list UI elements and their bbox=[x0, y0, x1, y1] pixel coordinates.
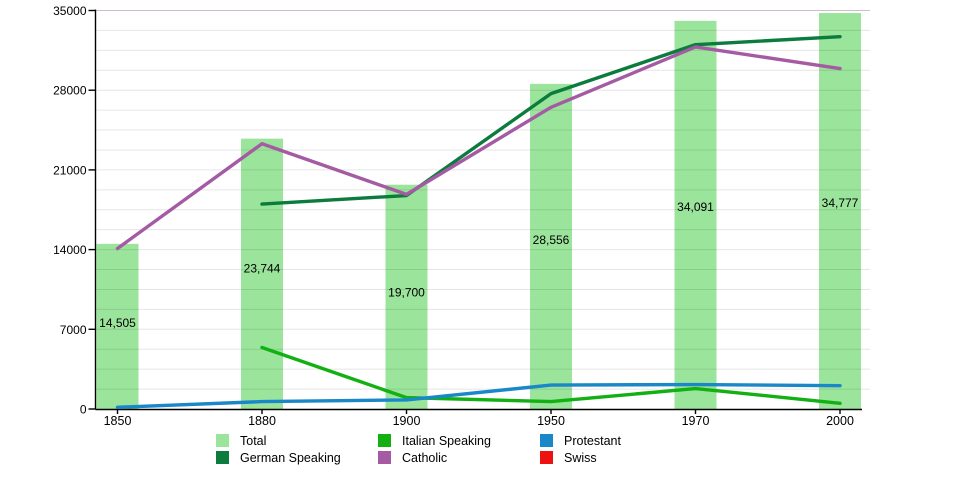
legend-label-protestant: Protestant bbox=[564, 434, 622, 448]
y-tick-label: 28000 bbox=[53, 84, 87, 98]
legend-label-italian-speaking: Italian Speaking bbox=[402, 434, 491, 448]
series-line-catholic bbox=[115, 45, 842, 251]
x-tick-label-1880: 1880 bbox=[248, 414, 276, 428]
bar-value-label-1900: 19,700 bbox=[388, 285, 425, 299]
total-bar-1970 bbox=[674, 20, 717, 410]
total-bar-1850 bbox=[96, 243, 139, 409]
legend-label-swiss: Swiss bbox=[564, 451, 597, 465]
x-tick-label-2000: 2000 bbox=[826, 414, 854, 428]
series-line-german-speaking bbox=[260, 34, 842, 206]
legend-label-catholic: Catholic bbox=[402, 451, 447, 465]
y-tick-label: 7000 bbox=[60, 323, 87, 337]
total-bar-1880 bbox=[241, 138, 283, 409]
series-line-protestant bbox=[115, 382, 842, 409]
y-tick-label: 35000 bbox=[53, 4, 87, 18]
y-tick-label: 21000 bbox=[53, 163, 87, 177]
bar-value-label-1970: 34,091 bbox=[677, 200, 714, 214]
total-bar-1900 bbox=[385, 184, 428, 409]
bar-value-label-1950: 28,556 bbox=[533, 233, 570, 247]
x-tick-label-1850: 1850 bbox=[104, 414, 132, 428]
legend-label-german-speaking: German Speaking bbox=[240, 451, 341, 465]
legend-swatch-total bbox=[216, 434, 229, 447]
y-tick-label: 0 bbox=[80, 403, 87, 417]
bar-value-label-1880: 23,744 bbox=[244, 261, 281, 275]
legend-swatch-italian-speaking bbox=[378, 434, 391, 447]
bar-value-label-1850: 14,505 bbox=[99, 316, 136, 330]
y-tick-label: 14000 bbox=[53, 243, 87, 257]
total-bar-2000 bbox=[819, 13, 861, 410]
x-tick-label-1970: 1970 bbox=[682, 414, 710, 428]
legend-swatch-german-speaking bbox=[216, 451, 229, 464]
legend-label-total: Total bbox=[240, 434, 266, 448]
bar-value-label-2000: 34,777 bbox=[822, 196, 859, 210]
legend-swatch-swiss bbox=[540, 451, 553, 464]
legend-swatch-catholic bbox=[378, 451, 391, 464]
total-bar-1950 bbox=[530, 83, 572, 410]
legend-swatch-protestant bbox=[540, 434, 553, 447]
series-line-italian-speaking bbox=[260, 345, 842, 406]
x-tick-label-1950: 1950 bbox=[537, 414, 565, 428]
x-tick-label-1900: 1900 bbox=[393, 414, 421, 428]
